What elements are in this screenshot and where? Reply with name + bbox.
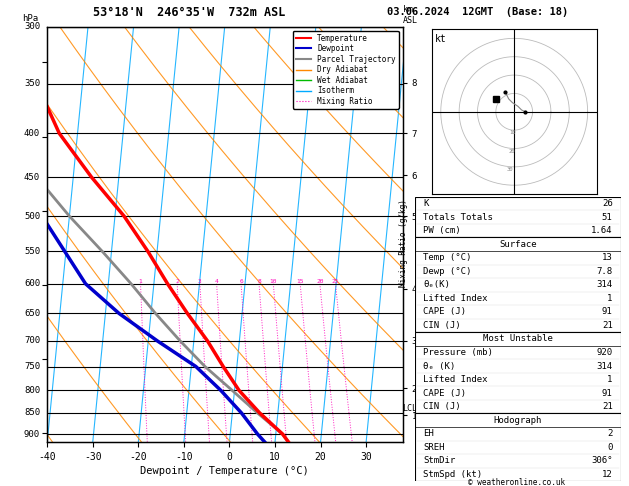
Text: 450: 450 [24,173,40,182]
Text: 7.8: 7.8 [596,267,613,276]
Text: Most Unstable: Most Unstable [483,334,553,344]
Text: PW (cm): PW (cm) [423,226,461,235]
Text: 21: 21 [602,321,613,330]
Text: Pressure (mb): Pressure (mb) [423,348,493,357]
Text: 6: 6 [239,279,243,284]
Text: 03.06.2024  12GMT  (Base: 18): 03.06.2024 12GMT (Base: 18) [387,7,569,17]
Text: 12: 12 [602,470,613,479]
Text: Dewp (°C): Dewp (°C) [423,267,472,276]
Text: 91: 91 [602,308,613,316]
Text: CAPE (J): CAPE (J) [423,389,466,398]
Bar [415,414,621,481]
Text: 15: 15 [296,279,304,284]
Text: 3: 3 [198,279,202,284]
Text: CAPE (J): CAPE (J) [423,308,466,316]
Text: K: K [423,199,429,208]
Text: 51: 51 [602,213,613,222]
Text: 10: 10 [270,279,277,284]
Text: Lifted Index: Lifted Index [423,294,488,303]
Text: Temp (°C): Temp (°C) [423,253,472,262]
Text: 400: 400 [24,129,40,138]
Text: StmSpd (kt): StmSpd (kt) [423,470,482,479]
Text: 900: 900 [24,430,40,438]
Text: θₑ (K): θₑ (K) [423,362,455,370]
Text: 26: 26 [602,199,613,208]
Bar [415,197,621,238]
Text: 750: 750 [24,362,40,371]
Text: Lifted Index: Lifted Index [423,375,488,384]
Text: 314: 314 [596,362,613,370]
Text: Totals Totals: Totals Totals [423,213,493,222]
Text: 700: 700 [24,336,40,346]
Text: 650: 650 [24,309,40,318]
Text: 920: 920 [596,348,613,357]
Text: 306°: 306° [591,456,613,465]
Text: 0: 0 [607,443,613,452]
Text: km
ASL: km ASL [403,5,418,25]
Text: 2: 2 [175,279,179,284]
Text: 500: 500 [24,211,40,221]
Text: 300: 300 [24,22,40,31]
Text: 1: 1 [607,375,613,384]
Text: 91: 91 [602,389,613,398]
Text: 350: 350 [24,79,40,88]
Text: 25: 25 [331,279,339,284]
Text: EH: EH [423,429,434,438]
Text: © weatheronline.co.uk: © weatheronline.co.uk [469,478,565,486]
Text: Hodograph: Hodograph [494,416,542,425]
Text: 2: 2 [607,429,613,438]
Text: SREH: SREH [423,443,445,452]
Text: 800: 800 [24,386,40,395]
Text: 8: 8 [257,279,261,284]
Text: 4: 4 [214,279,218,284]
Text: θₑ(K): θₑ(K) [423,280,450,289]
Text: CIN (J): CIN (J) [423,321,461,330]
Text: 30: 30 [507,167,514,172]
Text: kt: kt [435,34,447,44]
Text: 1: 1 [138,279,142,284]
Text: 1: 1 [607,294,613,303]
Text: 550: 550 [24,247,40,256]
Text: 20: 20 [316,279,324,284]
X-axis label: Dewpoint / Temperature (°C): Dewpoint / Temperature (°C) [140,466,309,476]
Bar [415,238,621,332]
Text: 600: 600 [24,279,40,288]
Text: CIN (J): CIN (J) [423,402,461,411]
Text: LCL: LCL [403,404,418,413]
Text: hPa: hPa [22,14,38,22]
Bar [415,332,621,414]
Text: 1.64: 1.64 [591,226,613,235]
Text: 850: 850 [24,408,40,417]
Text: Mixing Ratio (g/kg): Mixing Ratio (g/kg) [399,199,408,287]
Text: 20: 20 [508,149,515,154]
Text: 13: 13 [602,253,613,262]
Legend: Temperature, Dewpoint, Parcel Trajectory, Dry Adiabat, Wet Adiabat, Isotherm, Mi: Temperature, Dewpoint, Parcel Trajectory… [292,31,399,109]
Text: Surface: Surface [499,240,537,249]
Text: 314: 314 [596,280,613,289]
Text: 10: 10 [509,130,516,135]
Text: 21: 21 [602,402,613,411]
Text: StmDir: StmDir [423,456,455,465]
Text: 53°18'N  246°35'W  732m ASL: 53°18'N 246°35'W 732m ASL [92,6,285,18]
